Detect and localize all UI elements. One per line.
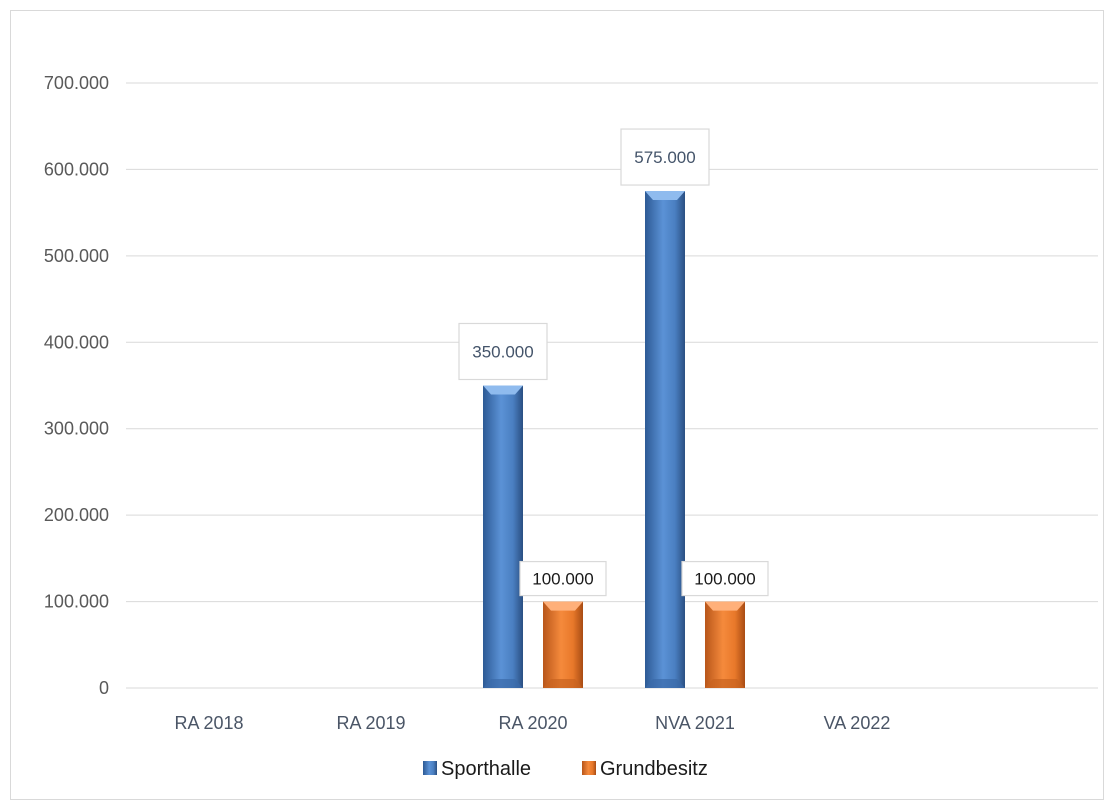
legend-swatch xyxy=(423,761,437,775)
svg-text:100.000: 100.000 xyxy=(532,570,593,589)
y-tick-label: 700.000 xyxy=(44,73,109,93)
bar-sporthalle xyxy=(645,191,685,689)
y-tick-label: 100.000 xyxy=(44,592,109,612)
bar-chart: 0 100.000 200.000 300.000 400.000 500.000 600.… xyxy=(44,73,1098,780)
svg-text:350.000: 350.000 xyxy=(472,343,533,362)
y-tick-label: 0 xyxy=(99,678,109,698)
y-tick-label: 200.000 xyxy=(44,505,109,525)
y-tick-label: 300.000 xyxy=(44,419,109,439)
bar-grundbesitz xyxy=(543,601,583,688)
data-label-grundbesitz: 100.000 xyxy=(519,560,607,597)
bar-grundbesitz xyxy=(705,601,745,688)
y-tick-label: 500.000 xyxy=(44,246,109,266)
legend-item: Grundbesitz xyxy=(582,758,708,780)
data-label-grundbesitz: 100.000 xyxy=(681,560,769,597)
bar-sporthalle xyxy=(483,385,523,688)
x-category-label: RA 2019 xyxy=(336,713,405,733)
x-category-label: RA 2020 xyxy=(498,713,567,733)
svg-text:100.000: 100.000 xyxy=(694,570,755,589)
legend-label: Sporthalle xyxy=(441,758,531,780)
x-category-label: RA 2018 xyxy=(174,713,243,733)
x-category-label: NVA 2021 xyxy=(655,713,735,733)
svg-text:575.000: 575.000 xyxy=(634,148,695,167)
legend-item: Sporthalle xyxy=(423,758,531,780)
legend-swatch xyxy=(582,761,596,775)
chart-container: 0 100.000 200.000 300.000 400.000 500.000 600.… xyxy=(10,10,1104,800)
data-label-sporthalle: 350.000 xyxy=(458,322,548,381)
legend-label: Grundbesitz xyxy=(600,758,708,780)
x-category-label: VA 2022 xyxy=(824,713,891,733)
y-tick-label: 400.000 xyxy=(44,332,109,352)
y-tick-label: 600.000 xyxy=(44,159,109,179)
data-label-sporthalle: 575.000 xyxy=(620,128,710,186)
